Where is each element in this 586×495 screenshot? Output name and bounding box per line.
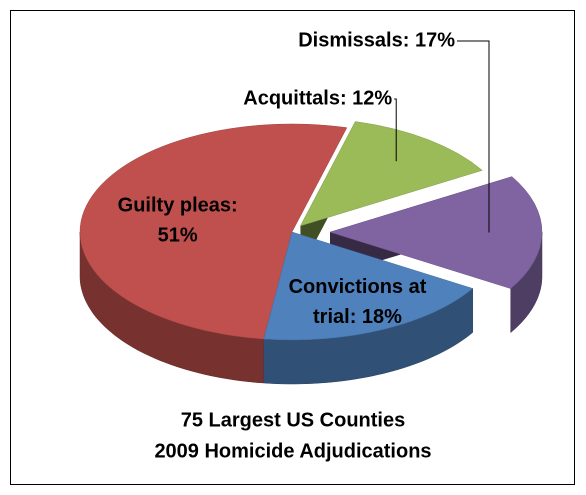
pie-slice: [79, 123, 348, 340]
chart-subtitle: 2009 Homicide Adjudications: [154, 440, 431, 462]
pie-slice: [299, 121, 483, 227]
data-label: Dismissals: 17%: [298, 29, 455, 51]
leader-line: [394, 98, 397, 162]
pie-slice: [263, 231, 474, 341]
leader-line: [456, 40, 490, 233]
data-label: Guilty pleas: 51%: [118, 195, 238, 247]
chart-title: 75 Largest US Counties: [181, 409, 406, 431]
data-label: Acquittals: 12%: [243, 87, 392, 109]
data-label: Convictions at trial: 18%: [289, 277, 427, 329]
